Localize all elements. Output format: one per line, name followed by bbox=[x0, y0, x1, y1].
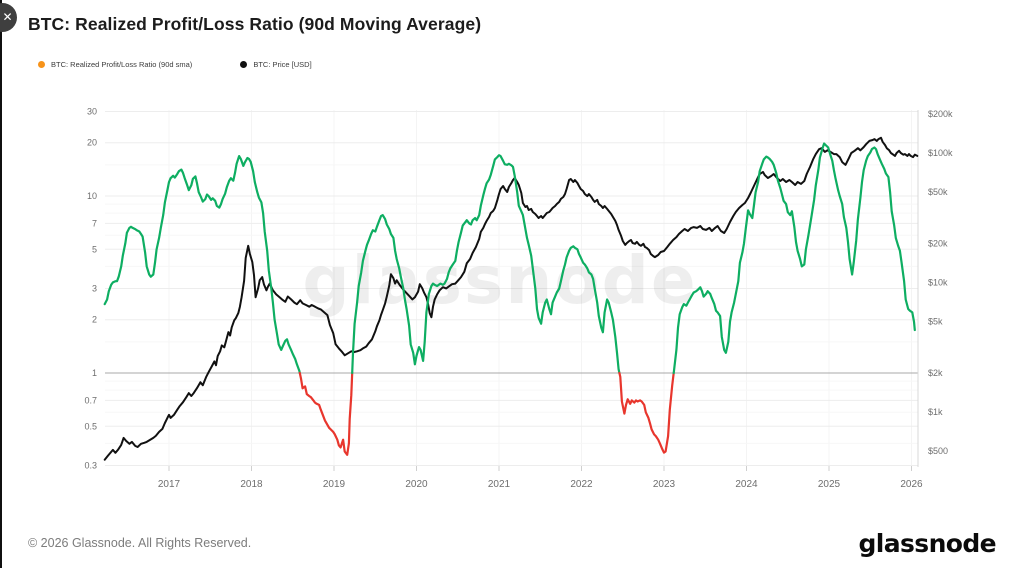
svg-text:2023: 2023 bbox=[653, 479, 676, 490]
svg-text:2026: 2026 bbox=[900, 479, 923, 490]
svg-text:$100k: $100k bbox=[928, 148, 953, 158]
svg-text:2025: 2025 bbox=[818, 479, 841, 490]
copyright-text: © 2026 Glassnode. All Rights Reserved. bbox=[28, 536, 252, 550]
svg-text:$500: $500 bbox=[928, 446, 948, 456]
ratio-series-dot-icon bbox=[38, 61, 45, 68]
chart-legend: BTC: Realized Profit/Loss Ratio (90d sma… bbox=[38, 60, 312, 69]
close-icon: ✕ bbox=[2, 10, 13, 24]
svg-text:$20k: $20k bbox=[928, 239, 948, 249]
svg-text:glassnode: glassnode bbox=[302, 242, 697, 319]
svg-text:$10k: $10k bbox=[928, 278, 948, 288]
window-edge-divider bbox=[0, 0, 2, 568]
svg-text:30: 30 bbox=[87, 107, 97, 117]
svg-text:$5k: $5k bbox=[928, 316, 943, 326]
legend-label-ratio: BTC: Realized Profit/Loss Ratio (90d sma… bbox=[51, 60, 193, 69]
svg-text:2022: 2022 bbox=[570, 479, 593, 490]
svg-text:$200k: $200k bbox=[928, 109, 953, 119]
svg-text:0.5: 0.5 bbox=[84, 421, 97, 431]
legend-label-price: BTC: Price [USD] bbox=[253, 60, 312, 69]
legend-item-ratio[interactable]: BTC: Realized Profit/Loss Ratio (90d sma… bbox=[38, 60, 192, 69]
svg-text:3: 3 bbox=[92, 284, 97, 294]
glassnode-logo[interactable]: glassnode bbox=[858, 529, 996, 558]
svg-text:$50k: $50k bbox=[928, 187, 948, 197]
svg-text:2020: 2020 bbox=[405, 479, 428, 490]
svg-text:$2k: $2k bbox=[928, 368, 943, 378]
svg-text:0.3: 0.3 bbox=[84, 461, 97, 471]
svg-text:1: 1 bbox=[92, 368, 97, 378]
svg-text:20: 20 bbox=[87, 138, 97, 148]
legend-item-price[interactable]: BTC: Price [USD] bbox=[240, 60, 312, 69]
svg-text:10: 10 bbox=[87, 191, 97, 201]
svg-text:7: 7 bbox=[92, 218, 97, 228]
svg-text:0.7: 0.7 bbox=[84, 395, 97, 405]
page-title: BTC: Realized Profit/Loss Ratio (90d Mov… bbox=[28, 14, 482, 34]
price-series-dot-icon bbox=[240, 61, 248, 68]
svg-text:2: 2 bbox=[92, 315, 97, 325]
svg-text:2018: 2018 bbox=[240, 479, 263, 490]
svg-text:$1k: $1k bbox=[928, 407, 943, 417]
close-button[interactable]: ✕ bbox=[0, 3, 17, 32]
svg-text:2017: 2017 bbox=[158, 479, 181, 490]
svg-text:5: 5 bbox=[92, 244, 97, 254]
svg-text:2024: 2024 bbox=[735, 479, 758, 490]
svg-text:2019: 2019 bbox=[323, 479, 346, 490]
svg-text:2021: 2021 bbox=[488, 479, 511, 490]
